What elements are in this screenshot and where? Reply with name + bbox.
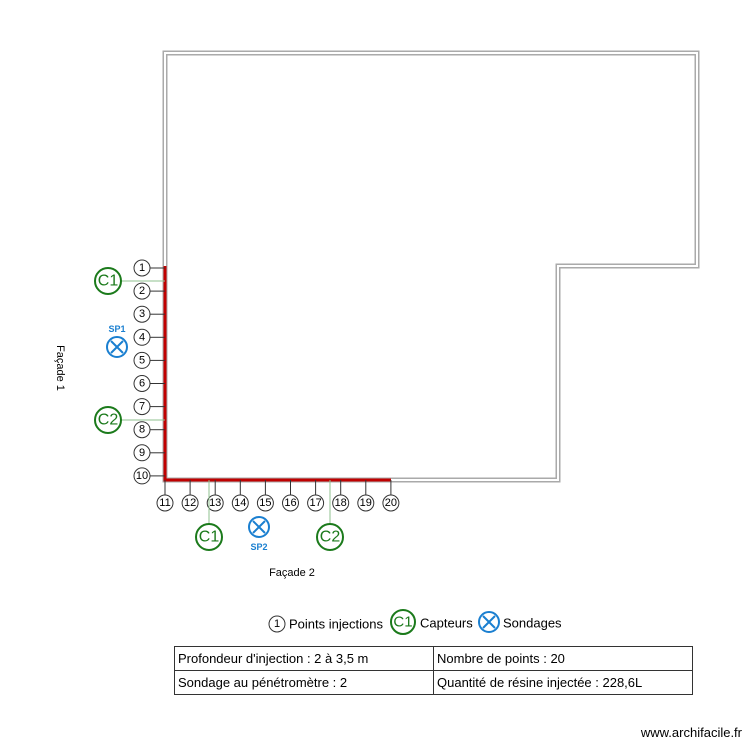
wall-inner — [164, 52, 698, 481]
info-table: Profondeur d'injection : 2 à 3,5 m Nombre… — [174, 646, 693, 695]
point-label: 10 — [136, 470, 148, 482]
injection-point — [133, 282, 151, 300]
point-label: 7 — [139, 401, 145, 413]
injection-point — [156, 494, 174, 512]
legend-symbol: 1 — [274, 618, 280, 630]
point-label: 20 — [385, 497, 397, 509]
point-label: 18 — [335, 497, 347, 509]
injection-point — [307, 494, 325, 512]
point-label: 4 — [139, 331, 145, 343]
injection-point — [231, 494, 249, 512]
injection-point — [332, 494, 350, 512]
point-label: 16 — [284, 497, 296, 509]
injection-point — [133, 328, 151, 346]
table-row: Profondeur d'injection : 2 à 3,5 m Nombre… — [174, 646, 693, 671]
facade-label: Façade 1 — [54, 345, 66, 391]
injection-point — [133, 259, 151, 277]
legend-label: Points injections — [289, 617, 383, 632]
sondage-x — [252, 520, 266, 534]
sondage-label: SP2 — [250, 542, 267, 552]
legend-symbol: C1 — [393, 614, 412, 631]
table-cell: Profondeur d'injection : 2 à 3,5 m — [174, 646, 434, 671]
legend-label: Capteurs — [420, 616, 473, 631]
injection-point — [133, 398, 151, 416]
injection-point — [133, 351, 151, 369]
legend-icon — [390, 609, 416, 635]
table-row: Sondage au pénétromètre : 2 Quantité de r… — [174, 670, 693, 695]
point-label: 19 — [360, 497, 372, 509]
point-label: 12 — [184, 497, 196, 509]
sensor — [195, 523, 223, 551]
injection-point — [206, 494, 224, 512]
point-label: 6 — [139, 378, 145, 390]
table-cell: Quantité de résine injectée : 228,6L — [433, 670, 693, 695]
point-label: 14 — [234, 497, 246, 509]
injection-point — [133, 421, 151, 439]
point-label: 1 — [139, 262, 145, 274]
table-cell: Sondage au pénétromètre : 2 — [174, 670, 434, 695]
sensor — [94, 406, 122, 434]
point-label: 15 — [259, 497, 271, 509]
injection-point — [133, 467, 151, 485]
point-label: 2 — [139, 285, 145, 297]
injection-point — [181, 494, 199, 512]
injection-point — [282, 494, 299, 512]
sensor-label: C2 — [98, 412, 119, 429]
sensor-label: C1 — [98, 273, 119, 290]
legend-icon — [268, 615, 286, 633]
watermark: www.archifacile.fr — [640, 725, 742, 740]
injection-point — [133, 444, 151, 462]
sondage-label: SP1 — [108, 324, 125, 334]
injection-point — [357, 494, 375, 512]
point-label: 3 — [139, 308, 145, 320]
legend-x — [482, 615, 496, 629]
facade-label: Façade 2 — [269, 567, 315, 579]
injection-point — [256, 494, 274, 512]
point-label: 8 — [139, 424, 145, 436]
point-label: 9 — [139, 447, 145, 459]
sondage-x — [110, 340, 124, 354]
point-label: 11 — [159, 497, 170, 509]
sensor — [94, 267, 122, 295]
sensor-label: C2 — [320, 529, 341, 546]
sensor — [316, 523, 344, 551]
injection-point — [133, 305, 151, 323]
sensor-label: C1 — [199, 529, 220, 546]
table-cell: Nombre de points : 20 — [433, 646, 693, 671]
legend-label: Sondages — [503, 616, 562, 631]
point-label: 17 — [309, 497, 321, 509]
injection-point — [382, 494, 400, 512]
point-label: 13 — [209, 497, 221, 509]
injection-point — [133, 375, 151, 392]
point-label: 5 — [139, 354, 145, 366]
treated-wall — [163, 266, 391, 482]
